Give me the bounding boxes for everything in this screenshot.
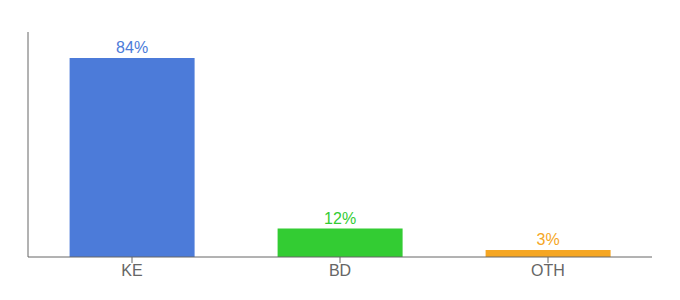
svg-text:KE: KE (121, 262, 142, 279)
svg-text:BD: BD (329, 262, 351, 279)
svg-text:OTH: OTH (531, 262, 565, 279)
svg-text:84%: 84% (116, 39, 148, 56)
svg-text:3%: 3% (537, 231, 560, 248)
svg-text:12%: 12% (324, 210, 356, 227)
